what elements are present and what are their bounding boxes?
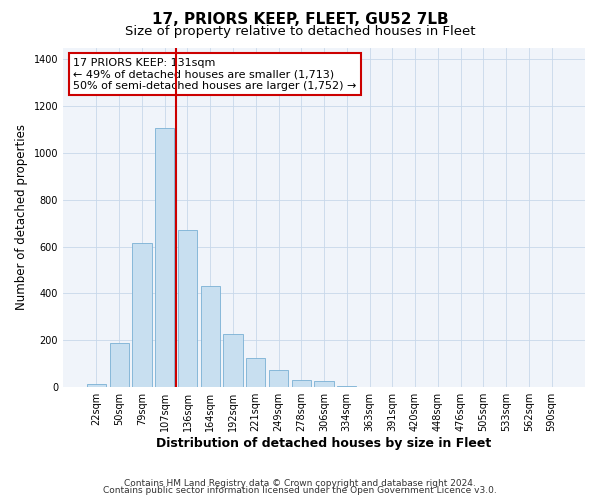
Bar	[110, 342, 129, 387]
Bar	[132, 243, 152, 387]
Text: Contains public sector information licensed under the Open Government Licence v3: Contains public sector information licen…	[103, 486, 497, 495]
Bar	[155, 128, 175, 387]
Bar	[360, 386, 379, 387]
Bar	[246, 358, 265, 387]
Bar	[269, 370, 288, 387]
Bar	[314, 382, 334, 387]
Bar	[87, 384, 106, 387]
Text: Contains HM Land Registry data © Crown copyright and database right 2024.: Contains HM Land Registry data © Crown c…	[124, 478, 476, 488]
Bar	[223, 334, 242, 387]
X-axis label: Distribution of detached houses by size in Fleet: Distribution of detached houses by size …	[157, 437, 491, 450]
Text: 17, PRIORS KEEP, FLEET, GU52 7LB: 17, PRIORS KEEP, FLEET, GU52 7LB	[152, 12, 448, 28]
Bar	[200, 286, 220, 387]
Y-axis label: Number of detached properties: Number of detached properties	[15, 124, 28, 310]
Text: Size of property relative to detached houses in Fleet: Size of property relative to detached ho…	[125, 25, 475, 38]
Text: 17 PRIORS KEEP: 131sqm
← 49% of detached houses are smaller (1,713)
50% of semi-: 17 PRIORS KEEP: 131sqm ← 49% of detached…	[73, 58, 357, 91]
Bar	[178, 230, 197, 387]
Bar	[292, 380, 311, 387]
Bar	[337, 386, 356, 387]
